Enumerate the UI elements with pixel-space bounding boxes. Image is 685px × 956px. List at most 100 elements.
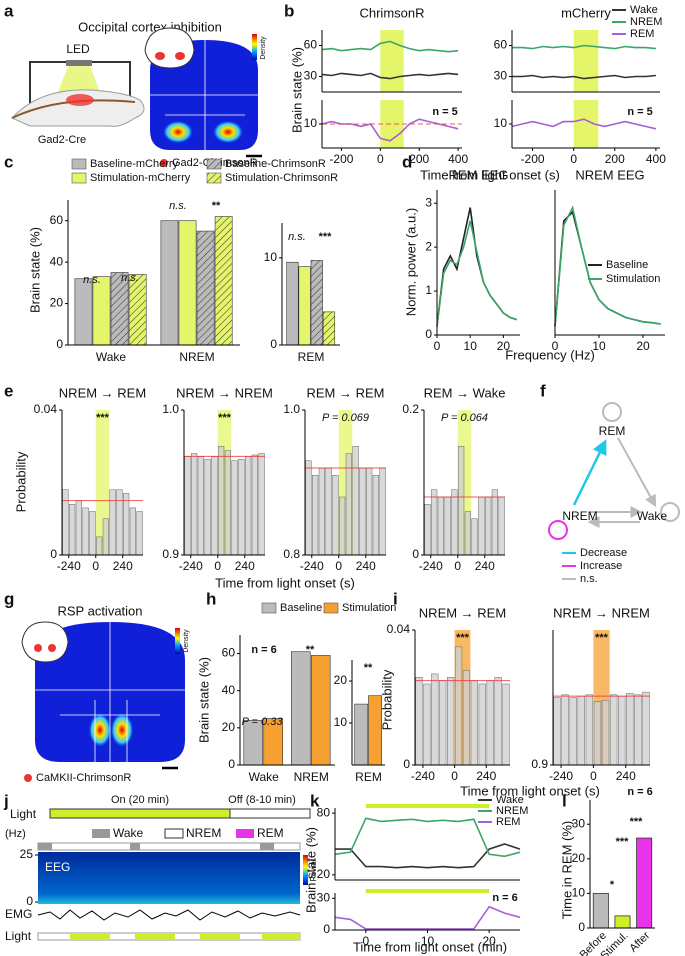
chart-title: REM EEG [449,167,509,182]
panel-a-illustration: Occipital cortex inhibition LED Gad2-Cre… [11,19,267,169]
legend-label: Wake [496,794,524,806]
bar [636,837,653,929]
y-tick-label: 3 [425,195,432,209]
y-tick-label: 60 [222,646,236,660]
y-tick-label: 20 [50,296,64,310]
annotation: n.s. [121,272,139,284]
y-axis-label: Brain state (%) [27,227,42,313]
bar [312,475,319,556]
bar [196,230,215,346]
x-tick-label: -240 [300,559,324,573]
annotation: n = 5 [627,106,652,118]
bar [614,915,631,929]
y-axis-label: Brain state (%) [303,827,318,913]
y-tick-label: 20 [222,720,236,734]
emg-label: EMG [5,907,32,921]
annotation: ** [364,662,373,674]
legend-label: NREM [186,826,221,840]
x-tick-label: 240 [616,769,636,783]
x-tick-label: 10 [421,934,435,948]
bar [178,220,197,346]
y-tick-label: 0 [56,337,63,351]
y-tick-label: 0 [425,327,432,341]
bar [231,460,238,556]
annotation: P = 0.069 [322,412,369,424]
line-series [334,817,521,858]
node-label: Wake [637,509,668,523]
annotation: n = 5 [432,106,457,118]
annotation: ** [306,644,315,656]
bar [109,489,116,556]
y-tick-label: 30 [572,816,586,830]
legend-swatch [323,602,339,614]
light-label: Light [10,807,37,821]
x-tick-label: -200 [329,152,353,166]
legend-swatch [261,602,277,614]
legend-swatch [206,158,222,170]
bar [498,496,505,556]
bar [618,695,626,766]
bar [128,274,147,346]
mouse-line: Gad2-Cre [38,134,86,146]
line-series [321,72,459,80]
marker-label: CaMKII-ChrimsonR [36,772,131,784]
y-tick-label: 25 [20,847,34,861]
bar [339,496,346,556]
bar [502,683,510,766]
panel-letter: e [4,381,13,400]
bar [592,893,609,929]
legend-label: Stimulation-ChrimsonR [225,172,338,184]
x-tick-label: 240 [356,559,376,573]
bar [464,511,471,556]
y-tick-label: 10 [334,715,348,729]
panel-title: Occipital cortex inhibition [78,19,222,34]
bar [423,683,431,766]
bar [96,536,103,556]
legend-label: Wake [630,4,658,16]
panel-letter: a [4,1,14,20]
y-axis-label: Time in REM (%) [559,821,574,919]
bar [218,446,225,556]
x-tick-label: 240 [475,559,495,573]
y-axis-label: Brain state (%) [289,47,304,133]
panel-letter: j [3,791,9,810]
bar [577,695,585,766]
x-tick-label: 0 [570,152,577,166]
x-tick-label: 0 [335,559,342,573]
y-tick-label: 60 [50,213,64,227]
bar [471,518,478,556]
light-row-label: Light [5,929,32,943]
bar [439,680,447,766]
bar [92,276,111,346]
bar [359,467,366,556]
bar [431,673,439,766]
bar [352,446,359,556]
x-tick-label: 0 [552,339,559,353]
legend-label: Stimulation [342,602,396,614]
chart-title: ChrimsonR [359,5,424,20]
bar [75,500,82,556]
bar [491,489,498,556]
panel-letter: h [206,589,216,608]
bar [318,467,325,556]
y-tick-label: 1.0 [283,402,300,416]
stim-bar [365,804,490,808]
light-off-label: Off (8-10 min) [228,794,296,806]
legend-label: Stimulation-mCherry [90,172,191,184]
x-tick-label: -240 [549,769,573,783]
x-tick-label: 0 [590,769,597,783]
bar [553,697,561,766]
bar [325,467,332,556]
bar [345,453,352,556]
x-tick-label: 240 [235,559,255,573]
bar [366,467,373,556]
legend-label: REM [257,826,284,840]
x-tick-label: 10 [592,339,606,353]
bar [298,266,311,346]
x-tick-label: Wake [249,770,280,784]
legend-label: Baseline [606,259,648,271]
y-axis-label: Probability [13,451,28,512]
chart-title: NREM → NREM [553,605,650,620]
line-series [436,207,517,327]
x-tick-label: After [627,929,652,954]
